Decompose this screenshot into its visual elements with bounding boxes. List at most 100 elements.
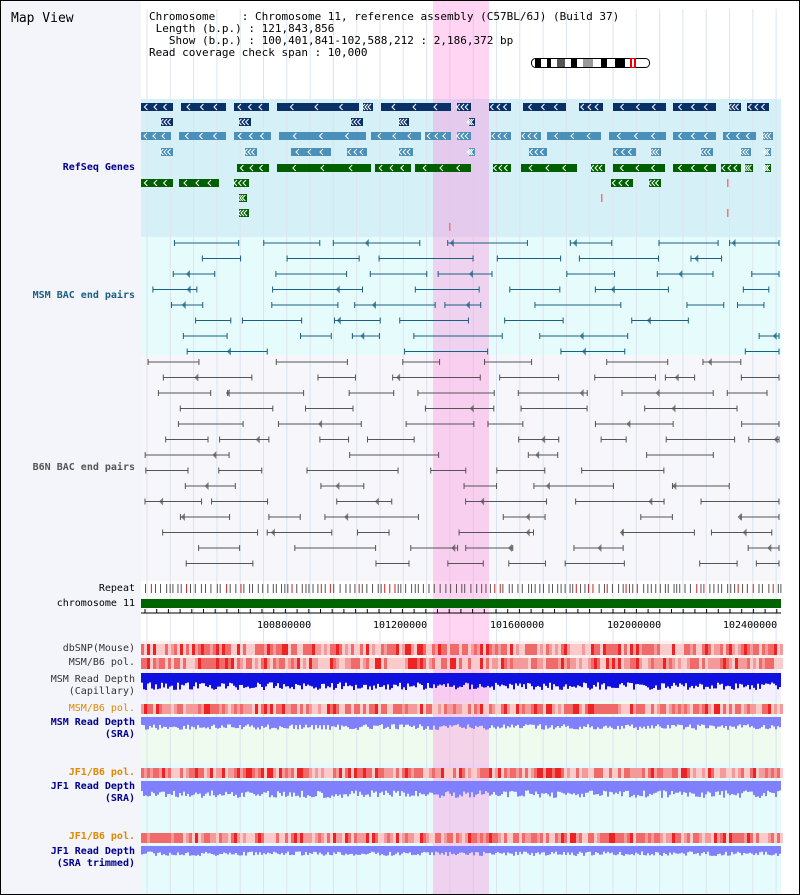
dbsnp-feature[interactable] [174, 644, 177, 655]
msm-pol-feature[interactable] [330, 658, 333, 669]
msm-depth-sra-feature[interactable] [317, 717, 319, 729]
jf1-depth-trim-feature[interactable] [503, 846, 505, 853]
jf1-depth-sra-feature[interactable] [315, 781, 317, 797]
msm-depth-capillary-feature[interactable] [395, 673, 397, 685]
msm-depth-capillary-feature[interactable] [397, 673, 399, 687]
jf1-depth-trim-feature[interactable] [653, 846, 655, 856]
jf1-pol-trim-feature[interactable] [276, 833, 279, 843]
msm-depth-sra-feature[interactable] [607, 717, 609, 728]
jf1-depth-trim-feature[interactable] [641, 846, 643, 852]
msm-depth-sra-feature[interactable] [719, 717, 721, 727]
jf1-depth-sra-feature[interactable] [629, 781, 631, 798]
jf1-depth-sra-feature[interactable] [263, 781, 265, 793]
msm-pol-sra-feature[interactable] [459, 704, 462, 714]
msm-depth-capillary-feature[interactable] [373, 673, 375, 686]
repeat-feature[interactable] [734, 584, 736, 593]
jf1-depth-trim-feature[interactable] [423, 846, 425, 852]
jf1-depth-sra-feature[interactable] [381, 781, 383, 792]
dbsnp-feature[interactable] [483, 644, 486, 655]
jf1-pol-trim-feature[interactable] [600, 833, 603, 843]
jf1-pol-feature[interactable] [354, 768, 357, 778]
msm-pol-sra-feature[interactable] [291, 704, 294, 714]
msm-depth-capillary-feature[interactable] [251, 673, 253, 688]
jf1-depth-trim-feature[interactable] [719, 846, 721, 854]
repeat-feature[interactable] [296, 584, 298, 593]
jf1-pol-trim-feature[interactable] [225, 833, 228, 843]
msm-depth-capillary-feature[interactable] [421, 673, 423, 686]
repeat-feature[interactable] [768, 584, 770, 593]
refseq-gene-feature[interactable] [347, 148, 367, 156]
msm-depth-capillary-feature[interactable] [321, 673, 323, 684]
jf1-depth-sra-feature[interactable] [243, 781, 245, 797]
dbsnp-feature[interactable] [600, 644, 603, 655]
msm-depth-capillary-feature[interactable] [153, 673, 155, 690]
jf1-depth-trim-feature[interactable] [519, 846, 521, 852]
dbsnp-feature[interactable] [369, 644, 372, 655]
msm-pol-sra-feature[interactable] [444, 704, 447, 714]
msm-depth-capillary-feature[interactable] [635, 673, 637, 685]
msm-depth-capillary-feature[interactable] [301, 673, 303, 690]
msm-pol-sra-feature[interactable] [477, 704, 480, 714]
repeat-feature[interactable] [655, 584, 657, 593]
dbsnp-feature[interactable] [702, 644, 705, 655]
msm-depth-capillary-feature[interactable] [329, 673, 331, 688]
msm-depth-capillary-feature[interactable] [581, 673, 583, 688]
jf1-depth-sra-feature[interactable] [335, 781, 337, 795]
dbsnp-feature[interactable] [420, 644, 423, 655]
jf1-depth-trim-feature[interactable] [215, 846, 217, 856]
msm-depth-capillary-feature[interactable] [389, 673, 391, 690]
jf1-depth-sra-feature[interactable] [331, 781, 333, 796]
repeat-feature[interactable] [676, 584, 678, 593]
msm-depth-sra-feature[interactable] [279, 717, 281, 727]
dbsnp-feature[interactable] [195, 644, 198, 655]
jf1-pol-feature[interactable] [642, 768, 645, 778]
jf1-pol-trim-feature[interactable] [186, 833, 189, 843]
msm-depth-sra-feature[interactable] [619, 717, 621, 730]
jf1-pol-trim-feature[interactable] [639, 833, 642, 843]
msm-depth-sra-feature[interactable] [341, 717, 343, 726]
dbsnp-feature[interactable] [696, 644, 699, 655]
repeat-feature[interactable] [689, 584, 691, 593]
dbsnp-feature[interactable] [564, 644, 567, 655]
jf1-depth-trim-feature[interactable] [619, 846, 621, 852]
jf1-pol-feature[interactable] [384, 768, 387, 778]
dbsnp-feature[interactable] [390, 644, 393, 655]
jf1-pol-feature[interactable] [585, 768, 588, 778]
jf1-depth-sra-feature[interactable] [313, 781, 315, 797]
dbsnp-feature[interactable] [147, 644, 150, 655]
jf1-pol-feature[interactable] [507, 768, 510, 778]
jf1-pol-trim-feature[interactable] [585, 833, 588, 843]
msm-pol-sra-feature[interactable] [174, 704, 177, 714]
jf1-pol-feature[interactable] [432, 768, 435, 778]
msm-depth-sra-feature[interactable] [429, 717, 431, 730]
msm-depth-sra-feature[interactable] [667, 717, 669, 725]
jf1-pol-feature[interactable] [684, 768, 687, 778]
jf1-depth-trim-feature[interactable] [225, 846, 227, 854]
jf1-pol-feature[interactable] [201, 768, 204, 778]
msm-pol-feature[interactable] [621, 658, 624, 669]
msm-depth-capillary-feature[interactable] [317, 673, 319, 690]
msm-depth-capillary-feature[interactable] [405, 673, 407, 690]
msm-depth-capillary-feature[interactable] [409, 673, 411, 687]
jf1-depth-sra-feature[interactable] [773, 781, 775, 794]
jf1-pol-feature[interactable] [216, 768, 219, 778]
msm-pol-sra-feature[interactable] [171, 704, 174, 714]
dbsnp-feature[interactable] [447, 644, 450, 655]
msm-pol-sra-feature[interactable] [351, 704, 354, 714]
dbsnp-feature[interactable] [660, 644, 663, 655]
msm-pol-sra-feature[interactable] [780, 704, 783, 714]
msm-depth-sra-feature[interactable] [505, 717, 507, 729]
msm-pol-sra-feature[interactable] [447, 704, 450, 714]
jf1-pol-trim-feature[interactable] [366, 833, 369, 843]
repeat-feature[interactable] [746, 584, 748, 593]
msm-depth-sra-feature[interactable] [259, 717, 261, 730]
jf1-pol-trim-feature[interactable] [591, 833, 594, 843]
dbsnp-feature[interactable] [255, 644, 258, 655]
jf1-pol-feature[interactable] [777, 768, 780, 778]
repeat-feature[interactable] [450, 584, 452, 593]
dbsnp-feature[interactable] [642, 644, 645, 655]
msm-pol-feature[interactable] [453, 658, 456, 669]
msm-depth-sra-feature[interactable] [677, 717, 679, 725]
jf1-depth-sra-feature[interactable] [357, 781, 359, 796]
msm-pol-feature[interactable] [198, 658, 201, 669]
